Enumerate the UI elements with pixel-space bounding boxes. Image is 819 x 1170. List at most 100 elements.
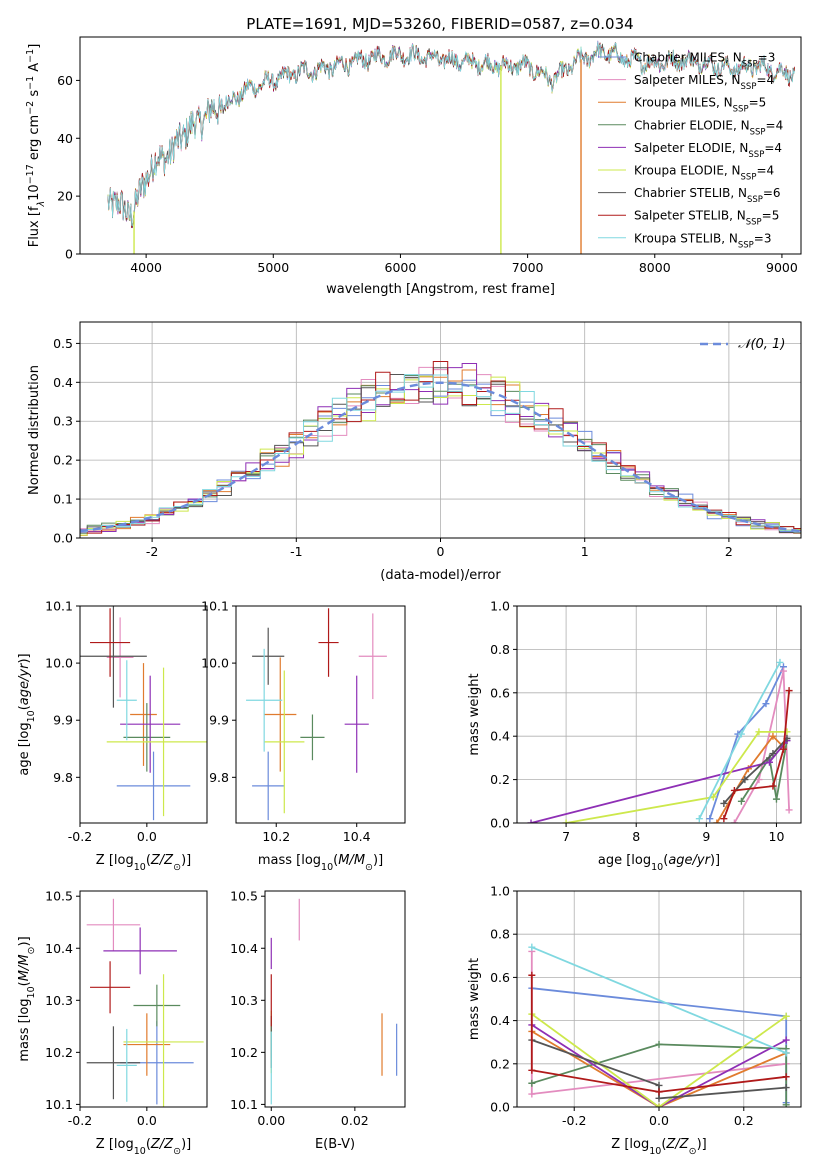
mass-weight-marker	[769, 750, 777, 758]
x-tick-label: 7	[562, 829, 570, 844]
mass-weight-marker	[528, 1090, 536, 1098]
y-tick-label: 10.5	[45, 889, 73, 904]
x-tick-label: -0.2	[68, 829, 92, 844]
mass-weight-marker	[655, 1094, 663, 1102]
legend-label: Salpeter MILES, NSSP=4	[634, 73, 774, 92]
legend-sub: SSP	[748, 150, 764, 160]
x-tick-label: 0.00	[257, 1113, 285, 1128]
errorbar-point	[106, 667, 207, 817]
x-axis-label: age [log10(age/yr)]	[598, 853, 720, 873]
label-part: )]	[373, 853, 383, 868]
label-part: (	[333, 853, 338, 868]
label-part: 10	[27, 184, 42, 201]
errorbar-point	[106, 617, 134, 698]
mass-weight-marker	[562, 819, 570, 823]
legend-sub: SSP	[733, 105, 749, 115]
legend-count: =5	[749, 96, 767, 110]
y-tick-label: 10.4	[45, 941, 73, 956]
x-tick-label: 8	[632, 829, 640, 844]
errorbar-point	[116, 751, 191, 821]
errorbar-point	[123, 974, 204, 1107]
frame	[79, 605, 208, 824]
mass-weight-line	[708, 666, 785, 819]
label-part: 10	[651, 862, 663, 873]
errorbar-point	[246, 648, 283, 752]
label-part: age [log	[598, 853, 651, 868]
y-tick-label: 10.1	[230, 1097, 258, 1112]
x-tick-label: -0.2	[562, 1113, 586, 1128]
y-tick-label: 0.6	[490, 685, 510, 700]
y-tick-label: 0.2	[490, 772, 510, 787]
y-tick-label: 10.1	[45, 599, 73, 614]
x-axis-label: wavelength [Angstrom, rest frame]	[326, 282, 555, 297]
mass-weight-marker	[772, 795, 780, 803]
mass-weight-marker	[695, 815, 703, 823]
y-tick-label: 1.0	[490, 884, 510, 899]
legend-sub: SSP	[750, 127, 766, 137]
mass-weight-marker	[730, 786, 738, 794]
legend-name: Salpeter STELIB, N	[634, 209, 746, 223]
mass-weight-line	[531, 1013, 787, 1107]
x-axis-label: E(B-V)	[315, 1137, 355, 1152]
x-axis-label: mass [log10(M/M⊙)]	[258, 853, 383, 873]
y-tick-label: 0.5	[53, 336, 73, 351]
mass-weight-marker	[782, 1084, 790, 1092]
frame-group: -0.2 0.0 0.2 0.0 0.2 0.4 0.6 0.8 1.0 mass weight Z…	[467, 884, 802, 1157]
y-tick-label: 0.2	[490, 1056, 510, 1071]
mass-weight-marker	[655, 1040, 663, 1048]
mass-weight-marker	[779, 667, 787, 675]
y-axis-label: mass weight	[467, 958, 482, 1040]
legend-count: =3	[758, 51, 776, 65]
frame	[79, 36, 802, 255]
errorbar-point	[130, 663, 157, 766]
panel-age-vs-mass: 10.2 10.4 9.8 9.9 10.0 10.1 mass [log10(M/M⊙)]	[201, 599, 406, 873]
label-part: M/M	[17, 954, 32, 981]
mass-weight-marker	[755, 728, 763, 736]
label-part: 10	[134, 1146, 146, 1157]
label-part: (	[17, 981, 32, 986]
mass-weight-line	[530, 739, 788, 823]
label-part: (	[146, 1137, 151, 1152]
label-part: ⊙	[173, 862, 181, 873]
label-part: (	[661, 1137, 666, 1152]
label-part: 10	[26, 986, 37, 998]
label-part: ⊙	[689, 1146, 697, 1157]
legend-sub: SSP	[742, 60, 758, 70]
x-tick-label: 0.0	[649, 1113, 669, 1128]
x-tick-label: 0.2	[734, 1113, 754, 1128]
mass-weight-marker	[713, 819, 721, 823]
y-tick-label: 9.8	[53, 770, 73, 785]
y-tick-label: 40	[57, 131, 73, 146]
errorbar-point	[103, 927, 177, 975]
errorbar-point	[86, 898, 141, 951]
mass-weight-line	[565, 731, 787, 823]
label-part: Z [log	[611, 1137, 649, 1152]
frame	[235, 605, 406, 824]
panel-mass-weight-vs-age: 7 8 9 10 0.0 0.2 0.4 0.6 0.8 1.0 mass weight age [l…	[467, 599, 802, 873]
label-part: Z/Z	[665, 1137, 689, 1152]
x-tick-label: 5000	[257, 260, 289, 275]
legend-label: Salpeter STELIB, NSSP=5	[634, 209, 779, 228]
frame	[516, 605, 802, 824]
y-tick-label: 9.8	[209, 770, 229, 785]
mass-weight-marker	[655, 1088, 663, 1096]
label-part: Z [log	[96, 853, 134, 868]
label-part: 10	[321, 862, 333, 873]
y-axis-label: mass [log10(M/M⊙)]	[17, 936, 37, 1061]
mass-weight-marker	[528, 1066, 536, 1074]
x-tick-label: 9000	[766, 260, 798, 275]
frame-group: 4000 5000 6000 7000 8000 9000 0 20 40 60 wavelengt…	[25, 36, 802, 297]
legend-label: Kroupa ELODIE, NSSP=4	[634, 164, 774, 183]
mass-weight-marker	[782, 1073, 790, 1081]
plot-area	[527, 658, 793, 823]
legend-name: Chabrier MILES, N	[634, 51, 742, 65]
errorbar-point	[252, 751, 285, 821]
x-tick-label: 6000	[385, 260, 417, 275]
mass-weight-marker	[720, 799, 728, 807]
plot-area	[246, 608, 387, 821]
x-tick-label: 0.0	[137, 1113, 157, 1128]
legend-name: Chabrier STELIB, N	[634, 186, 747, 200]
legend-count: =4	[766, 118, 784, 132]
label-part: −2	[25, 101, 36, 115]
